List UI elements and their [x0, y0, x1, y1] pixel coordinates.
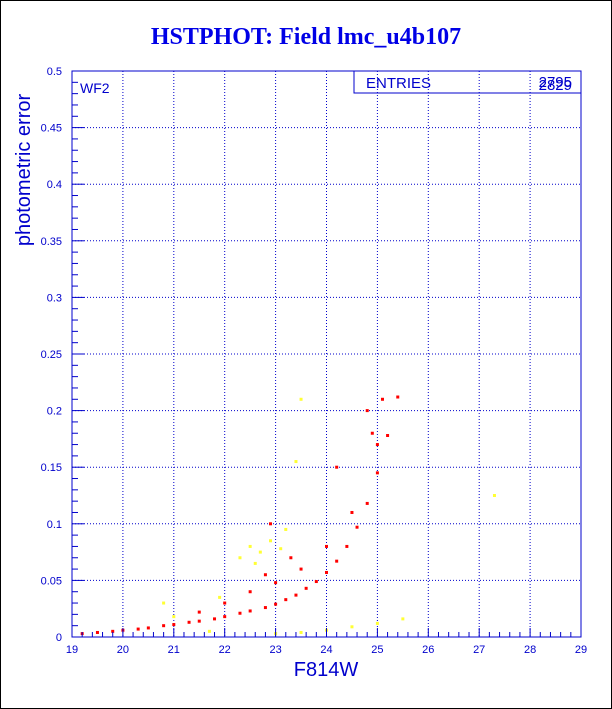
data-point-yellow	[299, 397, 303, 401]
data-point-red	[289, 556, 293, 560]
grid-lines	[72, 71, 581, 637]
data-point-red	[380, 397, 384, 401]
data-point-red	[314, 580, 318, 584]
data-point-red	[197, 619, 201, 623]
x-tick-label: 26	[422, 644, 434, 656]
data-point-red	[294, 593, 298, 597]
data-point-yellow	[162, 601, 166, 605]
data-point-red	[284, 598, 288, 602]
x-tick-label: 23	[269, 644, 281, 656]
data-point-red	[365, 409, 369, 413]
x-tick-label: 21	[168, 644, 180, 656]
stats-box	[353, 70, 582, 94]
data-point-yellow	[248, 544, 252, 548]
data-point-yellow	[172, 615, 176, 619]
x-tick-labels: 19 20 21 22 23 24 25 26 27 28 29	[66, 644, 587, 656]
data-point-yellow	[294, 460, 298, 464]
x-tick-label: 22	[219, 644, 231, 656]
y-axis-label: photometric error	[13, 94, 35, 247]
data-point-red	[263, 606, 267, 610]
data-point-red	[335, 465, 339, 469]
data-point-red	[238, 611, 242, 615]
y-tick-label: 0.15	[41, 462, 62, 474]
data-point-yellow	[253, 561, 257, 565]
data-point-yellow	[299, 630, 303, 634]
data-point-yellow	[279, 547, 283, 551]
data-point-yellow	[207, 629, 211, 633]
data-point-yellow	[238, 556, 242, 560]
data-point-red	[386, 434, 390, 438]
data-point-red	[325, 570, 328, 574]
data-point-red	[223, 601, 227, 605]
data-point-red	[304, 586, 308, 590]
y-tick-label: 0.25	[41, 349, 62, 361]
data-point-yellow	[284, 527, 288, 531]
data-point-red	[146, 626, 150, 630]
data-point-red	[335, 559, 339, 563]
stats-value: 2795	[539, 74, 572, 91]
data-point-red	[248, 609, 252, 613]
chart-title: HSTPHOT: Field lmc_u4b107	[150, 24, 462, 50]
data-point-yellow	[350, 625, 354, 629]
data-point-yellow	[269, 539, 273, 543]
x-tick-label: 28	[524, 644, 536, 656]
data-point-red	[263, 573, 267, 577]
panel-label: WF2	[80, 80, 110, 96]
y-tick-label: 0	[56, 632, 62, 644]
data-point-red	[370, 431, 374, 435]
y-tick-label: 0.3	[47, 292, 62, 304]
data-point-red	[172, 623, 176, 627]
data-point-red	[213, 617, 217, 621]
data-point-red	[375, 443, 379, 447]
x-tick-label: 29	[575, 644, 587, 656]
data-point-red	[187, 620, 191, 624]
stats-value-alt: 2829	[539, 77, 572, 94]
data-point-red	[248, 590, 252, 594]
data-point-red	[299, 567, 303, 571]
data-point-red	[375, 471, 379, 475]
data-point-red	[95, 630, 99, 634]
data-point-red	[365, 501, 369, 505]
y-tick-label: 0.2	[47, 406, 62, 418]
y-tick-label: 0.5	[47, 66, 62, 78]
y-tick-label: 0.35	[41, 236, 62, 248]
x-tick-label: 20	[117, 644, 129, 656]
y-tick-labels: 0 0.05 0.1 0.15 0.2 0.25 0.3 0.35 0.4 0.45 0.5	[41, 66, 62, 644]
y-tick-label: 0.45	[41, 123, 62, 135]
x-tick-label: 27	[473, 644, 485, 656]
data-point-yellow	[401, 617, 405, 621]
data-point-yellow	[375, 621, 379, 625]
data-point-red	[162, 624, 166, 628]
x-axis-label: F814W	[294, 659, 359, 681]
data-point-red	[274, 581, 278, 585]
y-tick-label: 0.1	[47, 519, 62, 531]
data-point-red	[396, 395, 400, 399]
y-tick-label: 0.4	[47, 179, 62, 191]
x-tick-label: 24	[320, 644, 332, 656]
data-points	[80, 395, 496, 636]
data-point-red	[197, 610, 201, 614]
tick-marks	[71, 70, 582, 638]
data-point-red	[269, 522, 273, 526]
data-point-red	[136, 627, 140, 631]
x-tick-label: 19	[66, 644, 78, 656]
data-point-yellow	[492, 494, 496, 497]
data-point-red	[355, 525, 359, 529]
stats-label: ENTRIES	[366, 75, 431, 92]
data-point-red	[223, 615, 227, 619]
data-point-red	[325, 544, 328, 548]
data-point-red	[345, 544, 349, 548]
data-point-red	[274, 602, 278, 606]
x-tick-label: 25	[371, 644, 383, 656]
data-point-yellow	[258, 550, 262, 554]
data-point-red	[111, 629, 115, 633]
data-point-yellow	[218, 595, 222, 599]
y-tick-label: 0.05	[41, 575, 62, 587]
data-point-red	[350, 510, 354, 514]
